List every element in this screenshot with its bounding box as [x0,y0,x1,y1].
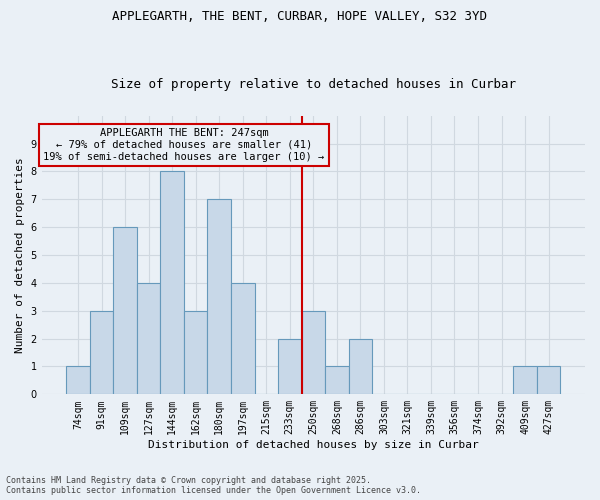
Bar [113,227,137,394]
Bar [302,311,325,394]
Bar [513,366,537,394]
Y-axis label: Number of detached properties: Number of detached properties [15,157,25,353]
Bar [208,200,231,394]
Bar [349,338,372,394]
Bar [231,283,254,395]
Bar [278,338,302,394]
Bar [137,283,160,395]
Bar [160,172,184,394]
X-axis label: Distribution of detached houses by size in Curbar: Distribution of detached houses by size … [148,440,479,450]
Text: APPLEGARTH THE BENT: 247sqm
← 79% of detached houses are smaller (41)
19% of sem: APPLEGARTH THE BENT: 247sqm ← 79% of det… [43,128,325,162]
Bar [67,366,90,394]
Bar [325,366,349,394]
Text: Contains HM Land Registry data © Crown copyright and database right 2025.
Contai: Contains HM Land Registry data © Crown c… [6,476,421,495]
Bar [537,366,560,394]
Bar [90,311,113,394]
Title: Size of property relative to detached houses in Curbar: Size of property relative to detached ho… [111,78,516,91]
Text: APPLEGARTH, THE BENT, CURBAR, HOPE VALLEY, S32 3YD: APPLEGARTH, THE BENT, CURBAR, HOPE VALLE… [113,10,487,23]
Bar [184,311,208,394]
